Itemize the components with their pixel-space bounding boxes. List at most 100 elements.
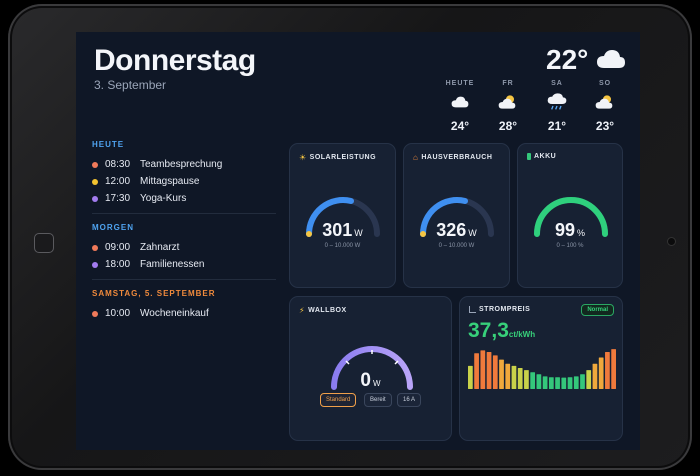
price-value: 37,3ct/kWh <box>468 319 535 343</box>
forecast-day: HEUTE 24° <box>440 80 480 133</box>
price-bar <box>468 365 473 389</box>
price-bar <box>486 352 492 389</box>
agenda-heading: MORGEN <box>92 223 134 232</box>
event-dot <box>92 178 98 185</box>
price-bar <box>492 355 498 389</box>
event-time: 10:00 <box>105 308 131 319</box>
house-range: 0 – 10.000 W <box>438 243 475 249</box>
divider <box>92 213 276 214</box>
forecast-day-label: SA <box>551 80 563 87</box>
price-bar <box>567 377 573 389</box>
value-unit: W <box>354 228 363 238</box>
solar-value: 301 W <box>290 220 395 241</box>
solar-gauge-start <box>306 231 312 237</box>
electricity-price-card[interactable]: STROMPREIS Normal 37,3ct/kWh <box>459 296 623 441</box>
battery-icon <box>527 153 531 160</box>
agenda-event[interactable]: 18:00 Familienessen <box>92 256 276 273</box>
battery-range: 0 – 100 % <box>556 243 584 249</box>
card-title-row: ⚡ WALLBOX <box>299 306 347 315</box>
agenda-event[interactable]: 12:00 Mittagspause <box>92 173 276 190</box>
house-icon: ⌂ <box>413 153 419 162</box>
price-bar <box>561 377 567 389</box>
chart-icon <box>469 306 476 313</box>
agenda-event[interactable]: 10:00 Wocheneinkauf <box>92 305 276 322</box>
forecast-temp: 23° <box>595 119 615 133</box>
agenda-event[interactable]: 09:00 Zahnarzt <box>92 239 276 256</box>
battery-card[interactable]: AKKU 99% 0 – 100 % <box>517 143 623 288</box>
price-bar <box>511 365 517 389</box>
price-bar <box>524 370 529 389</box>
forecast-day: FR 28° <box>488 80 528 133</box>
status-badge: Bereit <box>364 393 392 407</box>
price-bar-chart <box>468 349 616 389</box>
value-number: 0 <box>360 370 371 391</box>
battery-gauge <box>534 197 608 237</box>
agenda-event[interactable]: 17:30 Yoga-Kurs <box>92 190 276 207</box>
cloud-icon <box>440 91 480 113</box>
value-number: 326 <box>436 220 467 240</box>
event-time: 09:00 <box>105 242 131 253</box>
camera-icon <box>668 238 675 245</box>
forecast-day: SA 21° <box>537 80 577 133</box>
price-bar <box>499 359 504 389</box>
forecast-temp: 21° <box>547 119 567 133</box>
price-bar <box>605 352 610 389</box>
price-bar <box>611 349 616 389</box>
home-button[interactable] <box>34 233 54 253</box>
value-unit: % <box>577 228 586 238</box>
card-title-row: AKKU <box>527 153 556 160</box>
card-title-row: STROMPREIS <box>469 306 530 313</box>
battery-gauge-fill <box>534 197 608 237</box>
forecast-day-label: FR <box>502 80 514 87</box>
agenda-event[interactable]: 08:30 Teambesprechung <box>92 156 276 173</box>
rain-cloud-icon <box>537 91 577 113</box>
battery-value: 99% <box>518 220 622 241</box>
price-bar <box>480 350 486 389</box>
solar-card[interactable]: ☀ SOLARLEISTUNG 301 W 0 – 10.000 W <box>289 143 396 288</box>
card-title: STROMPREIS <box>479 306 531 313</box>
current-limit-button[interactable]: 16 A <box>397 393 422 407</box>
event-title: Teambesprechung <box>140 159 223 170</box>
price-bar <box>542 376 548 389</box>
price-bar <box>598 357 604 389</box>
price-status-badge: Normal <box>581 304 614 316</box>
solar-gauge <box>306 197 380 237</box>
price-bar <box>474 353 479 389</box>
card-title-row: ⌂ HAUSVERBRAUCH <box>413 153 492 162</box>
page-title: Donnerstag <box>94 44 256 77</box>
cloud-icon <box>596 48 626 75</box>
forecast-day-label: HEUTE <box>445 80 475 87</box>
event-title: Zahnarzt <box>140 242 180 253</box>
event-dot <box>92 244 98 251</box>
dashboard-screen: Donnerstag 3. September 22° HEUTE 24° FR… <box>76 32 640 450</box>
price-bar <box>586 370 592 389</box>
agenda-heading: SAMSTAG, 5. SEPTEMBER <box>92 289 216 298</box>
event-dot <box>92 261 98 268</box>
house-consumption-card[interactable]: ⌂ HAUSVERBRAUCH 326 W 0 – 10.000 W <box>403 143 510 288</box>
sun-cloud-icon <box>585 91 625 113</box>
house-gauge-start <box>420 231 426 237</box>
price-bar <box>592 363 598 389</box>
event-dot <box>92 161 98 168</box>
tablet-frame: Donnerstag 3. September 22° HEUTE 24° FR… <box>8 4 692 470</box>
forecast-day: SO 23° <box>585 80 625 133</box>
price-bar <box>536 374 542 389</box>
sun-icon: ☀ <box>299 153 307 162</box>
solar-range: 0 – 10.000 W <box>324 243 361 249</box>
wallbox-gauge <box>331 346 413 390</box>
price-bar <box>517 368 523 389</box>
value-unit: W <box>468 228 477 238</box>
card-title: HAUSVERBRAUCH <box>421 154 493 161</box>
event-title: Wocheneinkauf <box>140 308 209 319</box>
event-dot <box>92 310 98 317</box>
agenda-heading: HEUTE <box>92 140 125 149</box>
solar-gauge-fill <box>306 197 354 237</box>
mode-standard-button[interactable]: Standard <box>320 393 357 407</box>
event-dot <box>92 195 98 202</box>
forecast-temp: 24° <box>450 119 470 133</box>
value-unit: W <box>373 379 381 388</box>
house-value: 326 W <box>404 220 509 241</box>
price-bar <box>505 363 511 389</box>
